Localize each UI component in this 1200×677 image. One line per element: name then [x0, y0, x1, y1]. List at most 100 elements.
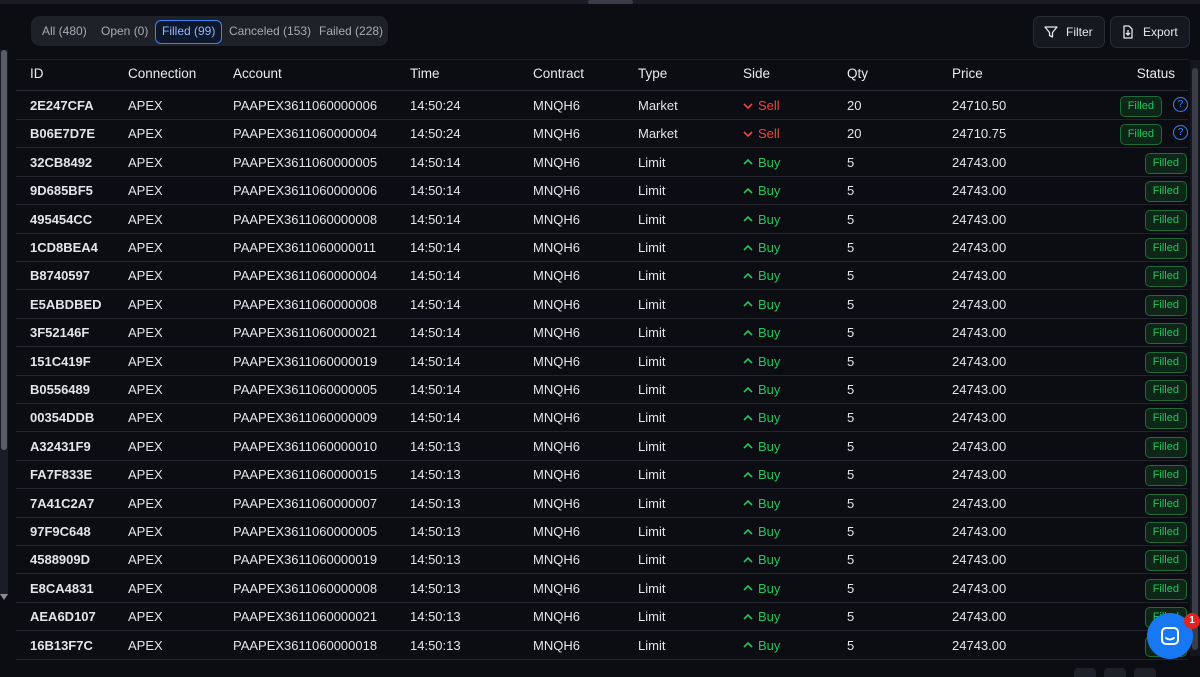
tab-all[interactable]: All (480): [42, 24, 87, 38]
cell-connection: APEX: [128, 183, 163, 199]
pagination-button[interactable]: [1134, 668, 1156, 677]
table-row[interactable]: A32431F9 APEX PAAPEX3611060000010 14:50:13 M…: [16, 432, 1188, 461]
cell-price: 24743.00: [952, 552, 1007, 568]
help-circle-icon[interactable]: ?: [1173, 125, 1188, 141]
chevron-up-icon: [743, 386, 753, 393]
status-badge: Filled: [1144, 209, 1187, 231]
side-label: Buy: [758, 410, 781, 426]
side-label: Buy: [758, 268, 781, 284]
table-row[interactable]: E5ABDBED APEX PAAPEX3611060000008 14:50:14 M…: [16, 290, 1188, 319]
column-header-connection[interactable]: Connection: [128, 66, 197, 81]
cell-contract: MNQH6: [533, 240, 580, 255]
pagination-button[interactable]: [1074, 668, 1096, 677]
cell-type: Limit: [638, 183, 666, 199]
table-row[interactable]: 1CD8BEA4 APEX PAAPEX3611060000011 14:50:14 M…: [16, 233, 1188, 262]
filter-button[interactable]: Filter: [1033, 16, 1105, 48]
cell-id: B8740597: [30, 268, 90, 284]
chevron-down-icon: [743, 131, 753, 138]
cell-connection: APEX: [128, 240, 163, 255]
tab-filled[interactable]: Filled (99): [155, 20, 223, 44]
cell-qty: 5: [847, 211, 855, 227]
cell-id: 00354DDB: [30, 410, 95, 426]
cell-price: 24743.00: [952, 495, 1007, 511]
column-header-qty[interactable]: Qty: [847, 66, 869, 81]
side-label: Sell: [758, 98, 780, 113]
table-row[interactable]: 4588909D APEX PAAPEX3611060000019 14:50:13 M…: [16, 545, 1188, 575]
table-row[interactable]: 2E247CFA APEX PAAPEX3611060000006 14:50:24 M…: [16, 91, 1188, 120]
status-badge: Filled: [1119, 124, 1162, 146]
cell-price: 24743.00: [952, 353, 1007, 369]
column-header-side[interactable]: Side: [743, 66, 771, 81]
cell-side: Buy: [743, 524, 780, 539]
table-scrollbar[interactable]: [1190, 60, 1200, 656]
cell-id: 16B13F7C: [30, 637, 93, 653]
table-row[interactable]: 151C419F APEX PAAPEX3611060000019 14:50:14 M…: [16, 347, 1188, 376]
side-label: Buy: [758, 495, 781, 511]
table-row[interactable]: B0556489 APEX PAAPEX3611060000005 14:50:14 M…: [16, 375, 1188, 404]
tab-failed[interactable]: Failed (228): [319, 24, 384, 38]
column-header-price[interactable]: Price: [952, 66, 983, 81]
cell-contract: MNQH6: [533, 98, 580, 113]
table-row[interactable]: E8CA4831 APEX PAAPEX3611060000008 14:50:13 M…: [16, 574, 1188, 603]
status-badge: Filled: [1144, 493, 1187, 515]
cell-type: Limit: [638, 609, 666, 625]
side-label: Sell: [758, 126, 780, 142]
left-scrollbar-thumb[interactable]: [1, 50, 7, 450]
table-row[interactable]: 7A41C2A7 APEX PAAPEX3611060000007 14:50:13 M…: [16, 489, 1188, 518]
help-circle-icon[interactable]: ?: [1173, 97, 1188, 112]
table-row[interactable]: 32CB8492 APEX PAAPEX3611060000005 14:50:14 M…: [16, 148, 1188, 177]
table-row[interactable]: 97F9C648 APEX PAAPEX3611060000005 14:50:13 M…: [16, 517, 1188, 546]
cell-price: 24743.00: [952, 609, 1007, 625]
column-header-id[interactable]: ID: [30, 66, 44, 81]
column-header-account[interactable]: Account: [233, 66, 282, 81]
column-header-type[interactable]: Type: [638, 66, 668, 81]
cell-price: 24743.00: [952, 410, 1007, 426]
cell-contract: MNQH6: [533, 353, 580, 369]
cell-side: Buy: [743, 382, 780, 397]
cell-side: Buy: [743, 297, 780, 312]
table-row[interactable]: 495454CC APEX PAAPEX3611060000008 14:50:14 M…: [16, 205, 1188, 234]
side-label: Buy: [758, 154, 781, 170]
cell-qty: 5: [847, 438, 855, 454]
top-scrollbar-thumb[interactable]: [588, 0, 633, 4]
cell-account: PAAPEX3611060000005: [233, 524, 378, 539]
cell-qty: 5: [847, 552, 855, 568]
cell-side: Buy: [743, 240, 780, 255]
table-row[interactable]: FA7F833E APEX PAAPEX3611060000015 14:50:13 M…: [16, 460, 1188, 490]
table-row[interactable]: 00354DDB APEX PAAPEX3611060000009 14:50:14 M…: [16, 403, 1188, 433]
top-scrollbar[interactable]: [0, 0, 1200, 4]
tab-open[interactable]: Open (0): [101, 24, 149, 38]
table-row[interactable]: 3F52146F APEX PAAPEX3611060000021 14:50:14 M…: [16, 318, 1188, 348]
column-header-status[interactable]: Status: [1136, 66, 1175, 81]
cell-type: Limit: [638, 154, 666, 170]
scroll-down-arrow-icon[interactable]: [0, 594, 8, 600]
cell-qty: 5: [847, 296, 855, 312]
left-scrollbar[interactable]: [0, 50, 8, 600]
cell-side: Buy: [743, 183, 780, 198]
cell-side: Sell: [743, 126, 780, 141]
cell-contract: MNQH6: [533, 183, 580, 199]
cell-price: 24710.50: [952, 98, 1007, 113]
export-button[interactable]: Export: [1110, 16, 1190, 48]
table-row[interactable]: AEA6D107 APEX PAAPEX3611060000021 14:50:13 M…: [16, 602, 1188, 632]
cell-type: Limit: [638, 410, 666, 426]
table-scrollbar-thumb[interactable]: [1192, 68, 1198, 650]
table-row[interactable]: 16B13F7C APEX PAAPEX3611060000018 14:50:13 M…: [16, 631, 1188, 660]
cell-type: Market: [638, 98, 678, 113]
cell-account: PAAPEX3611060000004: [233, 126, 378, 142]
table-row[interactable]: B8740597 APEX PAAPEX3611060000004 14:50:14 M…: [16, 261, 1188, 291]
table-row[interactable]: 9D685BF5 APEX PAAPEX3611060000006 14:50:14 M…: [16, 176, 1188, 206]
cell-time: 14:50:14: [410, 240, 461, 255]
status-badge: Filled: [1144, 465, 1187, 487]
tab-canceled[interactable]: Canceled (153): [229, 24, 312, 38]
table-row[interactable]: B06E7D7E APEX PAAPEX3611060000004 14:50:24 M…: [16, 119, 1188, 149]
cell-price: 24743.00: [952, 637, 1007, 653]
cell-side: Buy: [743, 638, 780, 653]
cell-time: 14:50:14: [410, 382, 461, 397]
cell-connection: APEX: [128, 524, 163, 539]
column-header-contract[interactable]: Contract: [533, 66, 585, 81]
column-header-time[interactable]: Time: [410, 66, 440, 81]
status-badge: Filled: [1144, 380, 1187, 401]
pagination-button[interactable]: [1104, 668, 1126, 677]
cell-contract: MNQH6: [533, 438, 580, 454]
